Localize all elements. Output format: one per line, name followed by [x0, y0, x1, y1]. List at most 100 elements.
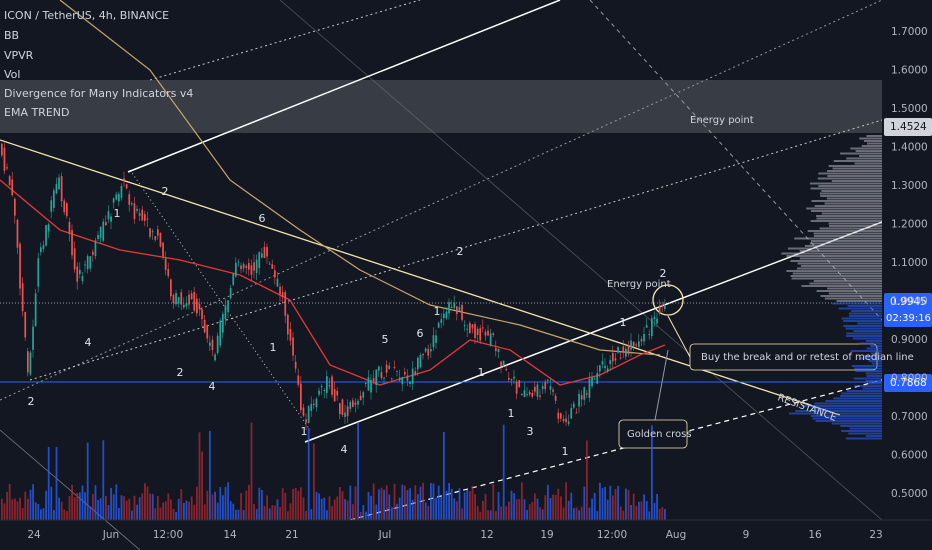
candle-body	[518, 380, 521, 388]
candle-body	[583, 387, 586, 400]
wave-label: 1	[508, 407, 515, 420]
candle-body	[216, 335, 219, 353]
profile-bar	[819, 192, 882, 195]
volume-bar	[593, 493, 596, 520]
candle-body	[97, 235, 99, 239]
volume-bar	[248, 484, 250, 520]
volume-bar	[570, 492, 573, 520]
candle-body	[378, 366, 380, 371]
volume-bar	[406, 490, 409, 520]
volume-bar	[596, 511, 599, 520]
volume-bar	[110, 487, 112, 520]
candle-body	[201, 309, 203, 320]
profile-bar	[848, 432, 882, 435]
candle-body	[76, 266, 79, 282]
candle-body	[227, 300, 229, 312]
profile-bar	[816, 215, 882, 217]
volume-bar	[292, 488, 294, 520]
profile-bar	[832, 302, 882, 305]
profile-bar	[781, 252, 882, 255]
candle-body	[328, 385, 331, 387]
volume-bar	[567, 500, 570, 520]
wave-label: 5	[382, 333, 389, 346]
candle-body	[84, 264, 86, 266]
volume-bar	[388, 494, 391, 520]
price-tick-label: 0.7000	[891, 411, 928, 423]
candle-body	[580, 395, 583, 400]
time-tick-label: 12	[480, 529, 493, 541]
profile-bar	[816, 290, 882, 292]
candle-body	[281, 292, 284, 298]
candle-body	[593, 378, 596, 380]
profile-bar	[810, 415, 882, 417]
volume-bar	[255, 509, 258, 520]
volume-bar	[21, 507, 24, 520]
volume-bar	[336, 496, 339, 520]
volume-bar	[271, 505, 274, 520]
volume-bar	[89, 506, 92, 520]
volume-bar	[492, 483, 495, 520]
volume-bar	[661, 507, 664, 520]
volume-bar	[575, 507, 578, 520]
time-tick-label: 14	[223, 529, 237, 541]
candle-body	[47, 224, 50, 232]
candle-body	[388, 365, 391, 370]
profile-bar	[853, 377, 882, 380]
volume-bar	[638, 501, 640, 520]
candle-body	[253, 262, 255, 271]
profile-bar	[820, 195, 882, 197]
candle-body	[664, 304, 666, 310]
profile-bar	[828, 222, 882, 225]
volume-bar	[287, 511, 289, 520]
candle-body	[60, 176, 63, 202]
volume-bar	[159, 507, 162, 520]
candle-body	[648, 333, 651, 336]
candle-body	[144, 214, 146, 221]
profile-bar	[866, 375, 882, 377]
price-tick-label: 0.6000	[891, 450, 928, 462]
candle-body	[193, 292, 196, 311]
volume-bar	[505, 506, 508, 520]
price-axis-bg	[882, 0, 932, 550]
candle-body	[409, 381, 411, 385]
profile-bar	[855, 370, 882, 372]
volume-bar	[97, 499, 99, 520]
candle-body	[476, 328, 479, 335]
price-tick-label: 1.3000	[891, 180, 928, 192]
candle-body	[362, 392, 365, 398]
candle-body	[138, 213, 141, 216]
volume-profile	[781, 135, 882, 440]
profile-bar	[799, 257, 882, 260]
candle-body	[479, 328, 482, 341]
wave-label: 1	[434, 305, 441, 318]
volume-bar	[115, 484, 118, 520]
volume-bar	[502, 424, 505, 520]
volume-bar	[554, 494, 557, 520]
volume-bar	[224, 486, 227, 520]
candle-body	[365, 382, 367, 384]
profile-bar	[851, 310, 882, 312]
profile-bar	[849, 427, 882, 430]
candle-body	[622, 346, 625, 352]
time-tick-label: 24	[27, 529, 41, 541]
profile-bar	[843, 320, 882, 322]
candle-body	[266, 246, 268, 257]
annotation: Buy the break and or retest of median li…	[701, 352, 914, 363]
candle-body	[229, 287, 232, 299]
indicator: EMA TREND	[4, 106, 69, 119]
candle-body	[245, 265, 248, 268]
volume-bar	[463, 492, 466, 520]
profile-bar	[797, 267, 882, 270]
profile-bar	[870, 352, 882, 355]
candle-body	[508, 377, 510, 380]
volume-bar	[289, 503, 292, 520]
candle-body	[27, 351, 29, 373]
time-tick-label: 9	[743, 529, 750, 541]
candle-body	[89, 256, 92, 269]
volume-bar	[203, 504, 206, 520]
profile-bar	[824, 297, 882, 300]
volume-bar	[606, 499, 609, 520]
candle-body	[224, 305, 227, 320]
